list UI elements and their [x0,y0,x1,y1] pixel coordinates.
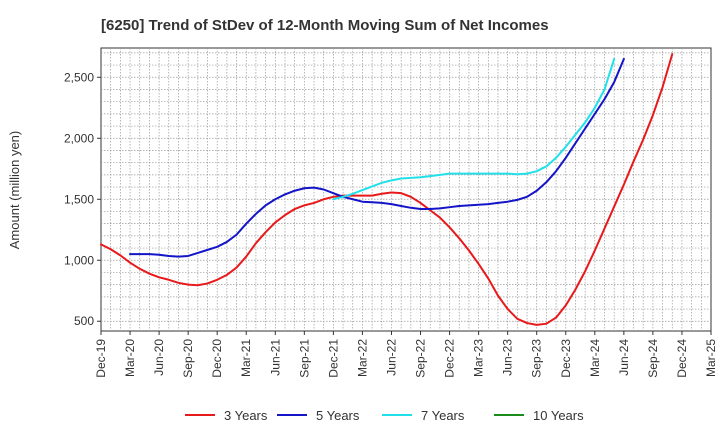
legend-label: 5 Years [316,408,360,423]
x-tick-label: Dec-23 [559,339,573,378]
y-tick-label: 1,500 [64,192,94,206]
x-tick-label: Mar-25 [704,339,718,377]
series-line-2 [129,57,625,258]
x-tick-label: Sep-24 [646,339,660,378]
y-tick-label: 1,000 [64,253,94,267]
series-lines [100,53,674,326]
x-tick-label: Dec-19 [94,339,108,378]
x-tick-label: Jun-21 [268,339,282,376]
x-tick-label: Sep-23 [530,339,544,378]
x-tick-label: Jun-20 [152,339,166,376]
x-tick-label: Dec-21 [326,339,340,378]
x-tick-label: Mar-22 [355,339,369,377]
x-tick-label: Jun-23 [501,339,515,376]
y-tick-label: 500 [74,314,94,328]
x-tick-label: Mar-21 [239,339,253,377]
legend-label: 10 Years [533,408,584,423]
x-tick-label: Mar-23 [472,339,486,377]
x-tick-label: Mar-24 [588,339,602,377]
legend-label: 3 Years [224,408,268,423]
x-tick-label: Sep-21 [297,339,311,378]
x-axis: Dec-19 Mar-20 Jun-20 Sep-20 Dec-20 Mar-21 Jun-… [94,331,718,378]
x-tick-label: Sep-22 [414,339,428,378]
x-tick-label: Mar-20 [123,339,137,377]
series-line-1 [100,53,674,326]
x-tick-label: Dec-24 [675,339,689,378]
x-tick-label: Sep-20 [181,339,195,378]
legend-label: 7 Years [421,408,465,423]
x-tick-label: Dec-20 [210,339,224,378]
y-tick-label: 2,500 [64,70,94,84]
series-line-3 [332,57,616,201]
x-tick-label: Jun-24 [617,339,631,376]
x-tick-label: Dec-22 [443,339,457,378]
legend: 3 Years 5 Years 7 Years 10 Years [185,408,584,423]
chart-title: [6250] Trend of StDev of 12-Month Moving… [101,17,549,34]
plot-area [100,47,712,332]
y-axis: 500 1,000 1,500 2,000 2,500 [64,70,101,328]
y-tick-label: 2,000 [64,131,94,145]
y-axis-label: Amount (million yen) [7,131,22,250]
x-tick-label: Jun-22 [384,339,398,376]
grid [101,48,711,331]
